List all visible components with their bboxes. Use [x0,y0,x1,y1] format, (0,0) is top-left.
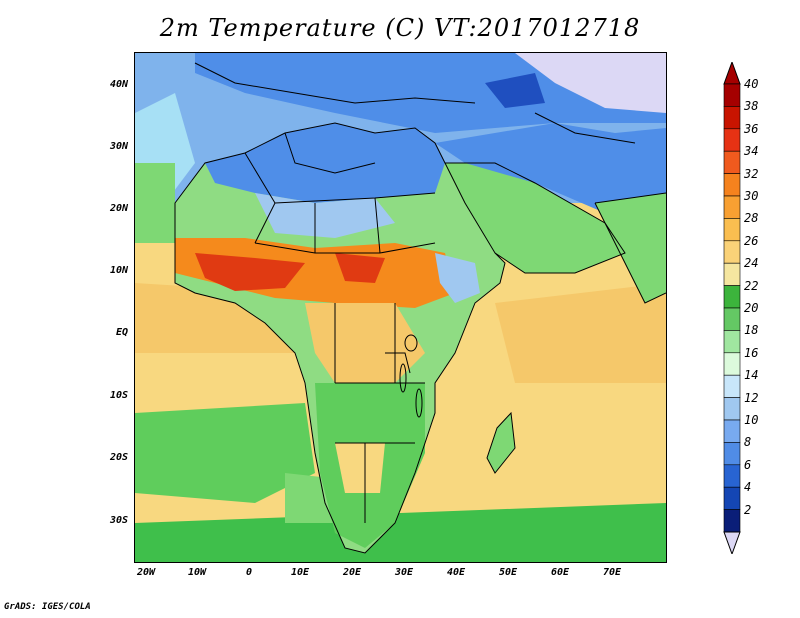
atlantic-green-strip [135,163,175,243]
lon-label-20e: 20E [342,567,362,578]
asia-snow [515,53,666,113]
lon-label-40e: 40E [446,567,466,578]
colorbar-label: 30 [744,189,759,203]
lat-label-20n: 20N [109,203,128,214]
colorbar-label: 10 [744,413,759,427]
colorbar-label: 38 [744,99,759,114]
map-title: 2m Temperature (C) VT:2017012718 [159,14,641,42]
colorbar-label: 18 [744,323,759,338]
colorbar-label: 8 [744,435,752,450]
colorbar-label: 4 [744,480,752,495]
lon-label-70e: 70E [602,567,622,578]
colorbar-label: 22 [744,278,759,293]
colorbar-swatch [723,442,741,466]
india-landmass [595,193,666,303]
colorbar-swatch [723,397,741,421]
south-atlantic-green [135,403,315,503]
sahel-hot-area [175,238,455,308]
country-borders [174,62,666,554]
colorbar-label: 12 [744,390,759,405]
lon-label-50e: 50E [498,567,518,578]
colorbar-label: 6 [744,457,752,472]
kalahari-warm [335,443,385,493]
lat-label-30n: 30N [109,141,128,152]
colorbar-swatch [723,83,741,107]
west-africa-hot-core [195,253,305,291]
colorbar-swatch [723,330,741,354]
colorbar-label: 20 [744,301,759,315]
colorbar-swatch [723,509,741,533]
temperature-colorbar [723,62,741,554]
colorbar-swatch [723,106,741,130]
lon-label-30e: 30E [394,567,414,578]
temperature-map [134,52,667,563]
caucasus-cold-core [485,73,545,108]
footer-credit: GrADS: IGES/COLA [4,602,91,612]
colorbar-low-arrow [723,531,741,554]
ethiopian-highlands-cool [435,253,480,303]
colorbar-swatch [723,262,741,286]
colorbar-label: 24 [744,256,759,271]
lon-label-0: 0 [245,567,253,578]
lon-label-10e: 10E [290,567,310,578]
lat-label-20s: 20S [109,452,128,463]
colorbar-label: 2 [744,502,752,517]
indian-ocean-warm [495,283,666,383]
colorbar-label: 36 [744,121,759,136]
lat-label-40n: 40N [109,79,128,90]
colorbar-label: 34 [744,144,759,159]
colorbar-swatch [723,352,741,376]
colorbar-swatch [723,285,741,309]
lon-label-20w: 20W [136,567,156,578]
lat-label-10s: 10S [109,390,128,401]
lon-label-60e: 60E [550,567,570,578]
lat-label-30s: 30S [109,515,128,526]
colorbar-swatch [723,195,741,219]
lat-label-10n: 10N [109,265,128,276]
colorbar-label: 14 [744,368,759,383]
colorbar-label: 26 [744,233,759,248]
arabia-landmass [445,163,625,273]
colorbar-label: 16 [744,345,759,360]
middle-east-cold [435,123,666,213]
colorbar-swatch [723,464,741,488]
colorbar-label: 40 [744,77,759,91]
central-sahel-hot [335,253,385,283]
colorbar-swatch [723,218,741,242]
colorbar-high-arrow [723,62,741,85]
colorbar-swatch [723,486,741,510]
colorbar-swatch [723,173,741,197]
madagascar [486,411,516,474]
southern-ocean-green [135,503,666,562]
colorbar-swatch [723,150,741,174]
sahara-cool-area [255,193,395,238]
colorbar-label: 28 [744,211,759,226]
lakes [399,334,423,418]
lon-label-10w: 10W [187,567,207,578]
colorbar-swatch [723,240,741,264]
colorbar-swatch [723,128,741,152]
colorbar-swatch [723,307,741,331]
colorbar-swatch [723,374,741,398]
colorbar-swatch [723,419,741,443]
lat-label-eq: EQ [115,327,128,338]
colorbar-label: 32 [744,166,759,181]
